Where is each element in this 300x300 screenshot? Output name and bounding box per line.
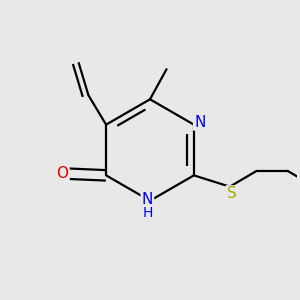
Text: N: N: [142, 192, 153, 207]
Text: N: N: [194, 115, 206, 130]
Text: S: S: [226, 186, 236, 201]
Text: H: H: [142, 206, 153, 220]
Text: O: O: [57, 166, 69, 181]
